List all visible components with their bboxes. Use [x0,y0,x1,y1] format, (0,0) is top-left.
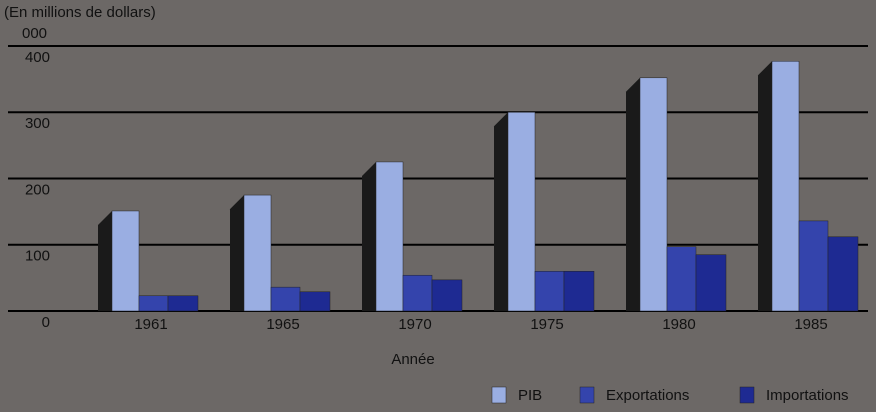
x-tick-label: 1985 [794,316,827,333]
y-tick-label: 400 [25,49,50,66]
bar [299,291,331,312]
x-tick-label: 1961 [134,316,167,333]
x-axis-label: Année [391,351,434,368]
bar [167,295,199,312]
y-tick-label: 100 [25,248,50,265]
bar [243,194,272,312]
annotation: 000 [22,25,47,42]
x-tick-label: 1975 [530,316,563,333]
y-axis-label: (En millions de dollars) [4,4,156,21]
bar [375,161,404,312]
y-tick-label: 300 [25,115,50,132]
bar [507,112,536,312]
bar [666,246,697,312]
bar-shadow [362,161,376,311]
bar [695,254,727,312]
y-tick-label: 200 [25,181,50,198]
bar [827,236,859,312]
bar-shadow [758,61,772,311]
bar-shadow [98,210,112,311]
bar [639,77,668,312]
legend-swatch [579,386,595,404]
bar [798,220,829,312]
x-tick-label: 1970 [398,316,431,333]
bar-shadow [230,195,244,311]
bar [138,295,169,312]
bar [402,274,433,312]
bar [431,279,463,312]
y-tick-label: 0 [42,314,50,331]
bar-shadow [626,77,640,311]
legend-swatch [739,386,755,404]
legend-label: Importations [766,387,849,404]
bar [771,60,800,312]
bar [111,210,140,312]
bar-shadow [494,112,508,311]
legend-label: PIB [518,387,542,404]
bar [270,286,301,312]
bar [534,271,565,312]
bar [563,271,595,312]
x-tick-label: 1965 [266,316,299,333]
x-tick-label: 1980 [662,316,695,333]
legend-swatch [491,386,507,404]
legend-label: Exportations [606,387,689,404]
